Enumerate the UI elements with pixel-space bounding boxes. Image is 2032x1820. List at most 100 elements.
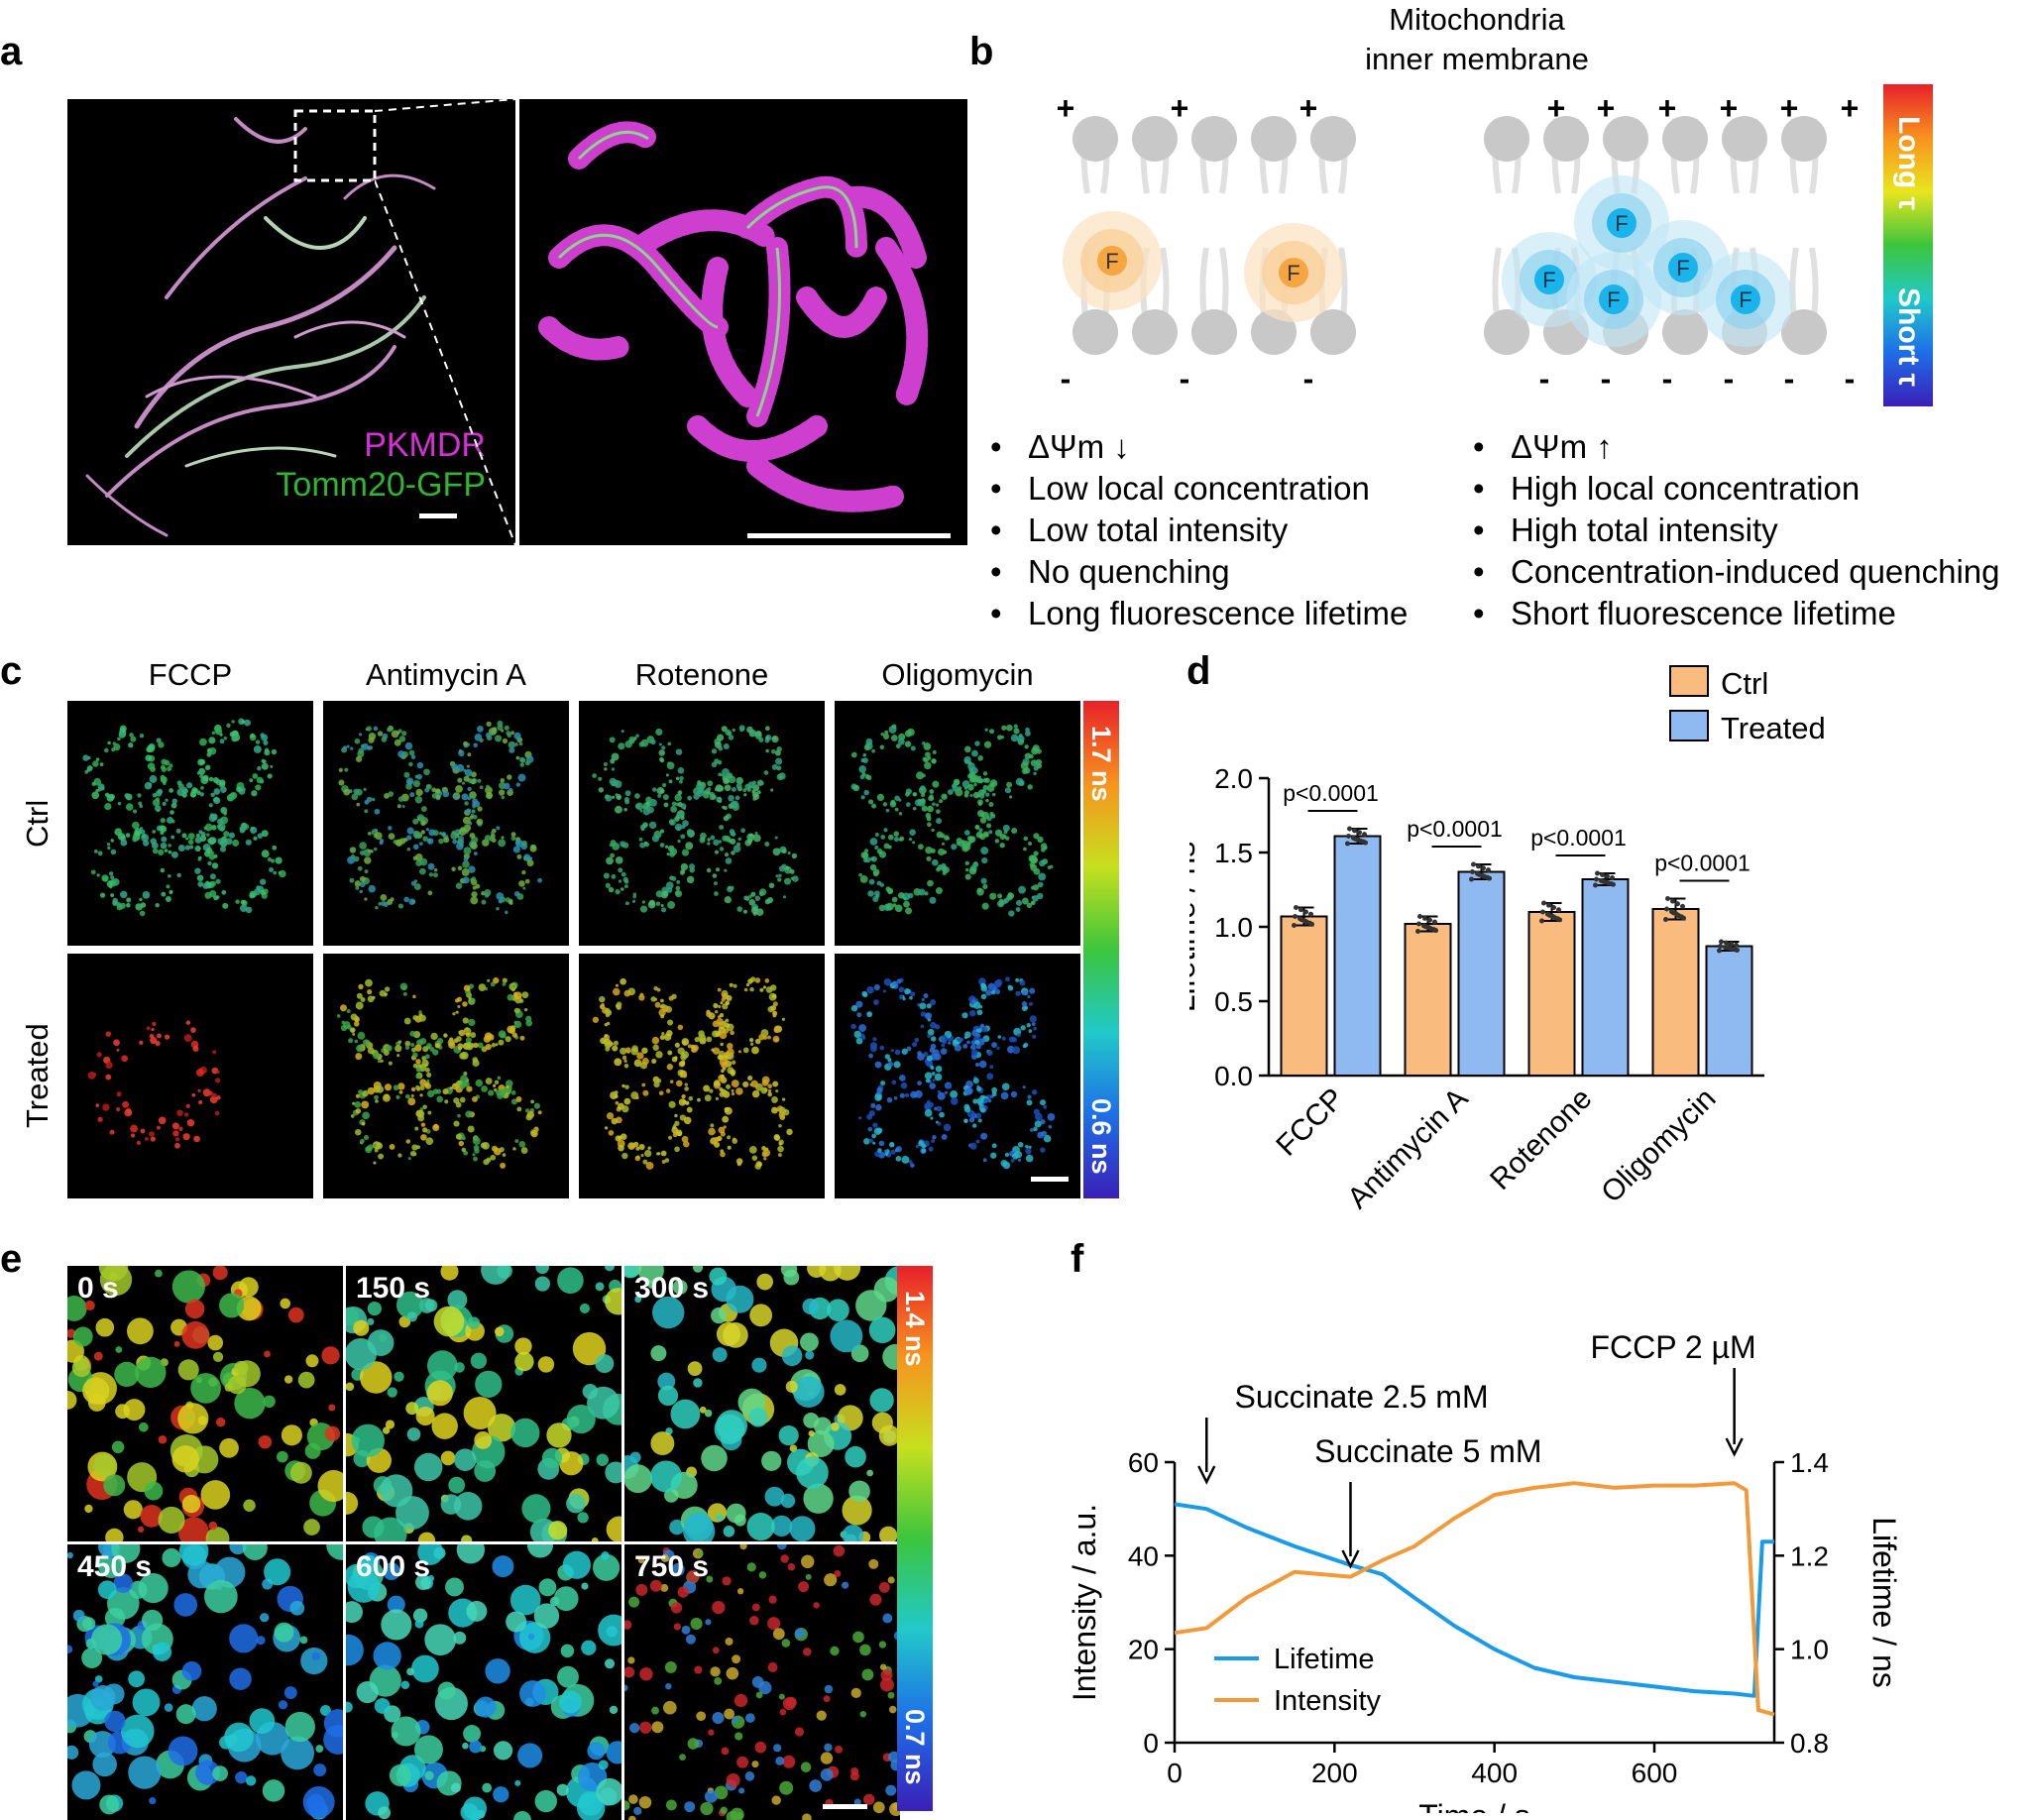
mito-blob xyxy=(92,1680,99,1687)
mito-speck xyxy=(454,998,460,1003)
y-tick-label-right: 1.0 xyxy=(1790,1635,1829,1665)
mito-speck xyxy=(791,853,798,859)
mito-blob xyxy=(447,1290,468,1310)
mito-blob xyxy=(673,1623,681,1631)
data-point xyxy=(1557,917,1562,923)
data-point xyxy=(1719,939,1724,945)
mito-speck xyxy=(199,738,207,746)
mito-blob xyxy=(764,1486,785,1507)
mito-blob xyxy=(361,1554,379,1573)
mito-blob xyxy=(560,1644,575,1658)
mito-blob xyxy=(627,1656,635,1664)
fluorophore xyxy=(1534,265,1564,294)
mito-speck xyxy=(267,856,273,862)
mito-speck xyxy=(116,1107,121,1112)
mito-speck xyxy=(756,790,761,795)
mito-speck xyxy=(343,745,347,750)
mito-speck xyxy=(647,900,656,909)
mito-speck xyxy=(177,844,185,853)
mito-speck xyxy=(186,1119,195,1127)
mito-speck xyxy=(256,885,261,890)
mito-blob xyxy=(714,1414,745,1444)
mito-speck xyxy=(465,1042,473,1050)
mito-blob xyxy=(208,1521,218,1531)
mito-blob xyxy=(670,1602,683,1614)
mito-speck xyxy=(737,837,741,842)
mito-speck xyxy=(930,1036,937,1042)
mito-speck xyxy=(929,896,937,904)
mito-speck xyxy=(621,1152,628,1160)
mito-blob xyxy=(872,1801,885,1814)
mito-speck xyxy=(658,749,666,756)
mito-speck xyxy=(241,720,246,725)
mito-speck xyxy=(707,787,712,791)
mito-speck xyxy=(197,1088,201,1093)
mito-speck xyxy=(735,1158,743,1165)
mito-speck xyxy=(654,1001,661,1008)
mito-speck xyxy=(199,835,207,842)
mito-speck xyxy=(675,890,683,898)
mito-speck xyxy=(970,771,975,776)
mito-speck xyxy=(859,874,868,883)
mito-speck xyxy=(707,838,711,842)
data-point xyxy=(1432,919,1437,925)
mito-speck xyxy=(928,1101,935,1107)
mito-speck xyxy=(716,796,722,802)
mito-speck xyxy=(621,1055,627,1061)
mito-speck xyxy=(934,1053,942,1061)
mito-speck xyxy=(374,1148,379,1153)
mito-speck xyxy=(934,1024,941,1030)
line-intensity xyxy=(1174,1481,1775,1717)
mito-speck xyxy=(426,838,434,845)
mito-speck xyxy=(426,1043,432,1049)
mito-blob xyxy=(467,1316,481,1329)
mito-speck xyxy=(902,996,906,1001)
data-point xyxy=(1362,832,1367,838)
mito-speck xyxy=(882,802,888,807)
mito-speck xyxy=(728,775,736,784)
mito-speck xyxy=(920,785,926,791)
mito-blob xyxy=(323,1709,343,1738)
mito-speck xyxy=(1025,1154,1034,1163)
mito-blob xyxy=(778,1424,799,1446)
mito-speck xyxy=(192,1045,199,1052)
mito-speck xyxy=(972,1001,981,1009)
mito-speck xyxy=(970,1044,976,1051)
mito-speck xyxy=(974,1112,982,1119)
scale-bar xyxy=(419,513,457,518)
mito-speck xyxy=(651,1059,657,1065)
mito-speck xyxy=(874,1061,882,1069)
plus-charge: + xyxy=(1057,90,1075,126)
mito-speck xyxy=(659,829,665,834)
mito-speck xyxy=(171,1122,179,1130)
mito-blob xyxy=(328,1404,336,1412)
mito-speck xyxy=(120,890,128,899)
mito-speck xyxy=(893,1061,901,1069)
mito-speck xyxy=(751,789,756,794)
mito-speck xyxy=(606,856,614,865)
bar-treated xyxy=(1581,878,1630,1077)
timelapse-frame-1: 0 s xyxy=(67,1266,343,1541)
mito-speck xyxy=(858,872,862,877)
mito-speck xyxy=(755,908,764,916)
mito-speck xyxy=(700,788,705,793)
mito-blob xyxy=(830,1319,863,1353)
mito-speck xyxy=(357,1031,366,1040)
mito-speck xyxy=(502,738,508,744)
mito-blob xyxy=(802,1813,812,1820)
mito-speck xyxy=(731,800,739,809)
mito-speck xyxy=(747,1076,753,1081)
data-point xyxy=(1428,926,1433,932)
mito-speck xyxy=(953,778,960,786)
mito-speck xyxy=(101,874,109,882)
mito-speck xyxy=(150,1136,156,1142)
mito-speck xyxy=(930,848,936,853)
mito-speck xyxy=(972,1078,979,1084)
mito-blob xyxy=(712,1711,725,1725)
mito-speck xyxy=(244,719,251,727)
mito-speck xyxy=(914,1089,923,1098)
mito-speck xyxy=(754,895,761,901)
mito-speck xyxy=(170,835,175,840)
mito-blob xyxy=(802,1298,819,1315)
mito-speck xyxy=(887,1061,894,1068)
